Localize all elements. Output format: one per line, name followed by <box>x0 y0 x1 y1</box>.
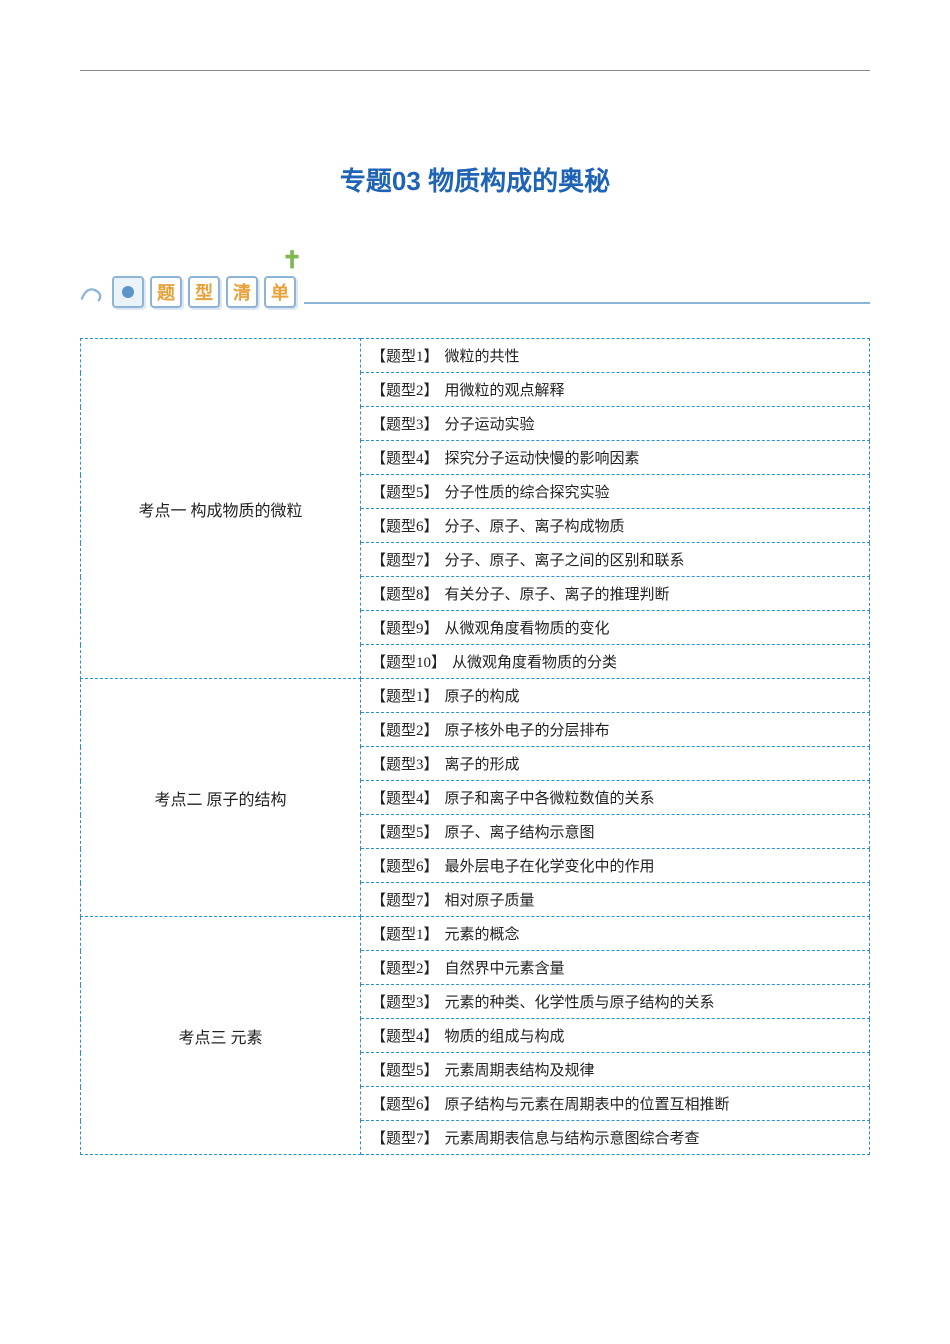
item-label: 【题型1】 <box>371 349 439 365</box>
item-text: 离子的形成 <box>445 757 520 773</box>
item-text: 元素的种类、化学性质与原子结构的关系 <box>445 995 715 1011</box>
item-label: 【题型6】 <box>371 519 439 535</box>
item-text: 分子运动实验 <box>445 417 535 433</box>
item-label: 【题型2】 <box>371 383 439 399</box>
item-text: 元素的概念 <box>445 927 520 943</box>
item-label: 【题型3】 <box>371 757 439 773</box>
item-text: 相对原子质量 <box>445 893 535 909</box>
item-cell: 【题型5】原子、离子结构示意图 <box>361 815 870 849</box>
item-cell: 【题型1】微粒的共性 <box>361 339 870 373</box>
item-label: 【题型5】 <box>371 1063 439 1079</box>
item-text: 从微观角度看物质的变化 <box>445 621 610 637</box>
item-cell: 【题型2】原子核外电子的分层排布 <box>361 713 870 747</box>
item-text: 探究分子运动快慢的影响因素 <box>445 451 640 467</box>
page-container: 专题03 物质构成的奥秘 题 型 清 单 ✝ 考点一 构成物质的微粒 【题型1】… <box>0 0 950 1195</box>
item-label: 【题型7】 <box>371 553 439 569</box>
outline-table: 考点一 构成物质的微粒 【题型1】微粒的共性 【题型2】用微粒的观点解释 【题型… <box>80 338 870 1155</box>
header-box-icon <box>112 276 144 308</box>
item-label: 【题型9】 <box>371 621 439 637</box>
item-cell: 【题型4】探究分子运动快慢的影响因素 <box>361 441 870 475</box>
box-char-4: 单 <box>271 279 289 305</box>
item-cell: 【题型3】元素的种类、化学性质与原子结构的关系 <box>361 985 870 1019</box>
item-label: 【题型1】 <box>371 689 439 705</box>
header-underline <box>304 302 870 304</box>
item-label: 【题型10】 <box>371 655 446 671</box>
item-label: 【题型6】 <box>371 1097 439 1113</box>
item-text: 原子和离子中各微粒数值的关系 <box>445 791 655 807</box>
item-cell: 【题型3】分子运动实验 <box>361 407 870 441</box>
item-cell: 【题型5】元素周期表结构及规律 <box>361 1053 870 1087</box>
item-text: 自然界中元素含量 <box>445 961 565 977</box>
item-cell: 【题型7】元素周期表信息与结构示意图综合考查 <box>361 1121 870 1155</box>
dot-icon <box>122 286 134 298</box>
item-label: 【题型3】 <box>371 417 439 433</box>
item-cell: 【题型6】分子、原子、离子构成物质 <box>361 509 870 543</box>
item-label: 【题型2】 <box>371 723 439 739</box>
item-text: 有关分子、原子、离子的推理判断 <box>445 587 670 603</box>
box-char-2: 型 <box>195 279 213 305</box>
item-text: 原子结构与元素在周期表中的位置互相推断 <box>445 1097 730 1113</box>
item-text: 原子、离子结构示意图 <box>445 825 595 841</box>
top-rule <box>80 70 870 71</box>
outline-table-body: 考点一 构成物质的微粒 【题型1】微粒的共性 【题型2】用微粒的观点解释 【题型… <box>81 339 870 1155</box>
item-cell: 【题型4】原子和离子中各微粒数值的关系 <box>361 781 870 815</box>
item-text: 物质的组成与构成 <box>445 1029 565 1045</box>
box-char-3: 清 <box>233 279 251 305</box>
item-label: 【题型4】 <box>371 451 439 467</box>
item-text: 原子核外电子的分层排布 <box>445 723 610 739</box>
table-row: 考点二 原子的结构 【题型1】原子的构成 <box>81 679 870 713</box>
item-label: 【题型2】 <box>371 961 439 977</box>
box-char-1: 题 <box>157 279 175 305</box>
item-text: 从微观角度看物质的分类 <box>452 655 617 671</box>
item-cell: 【题型9】从微观角度看物质的变化 <box>361 611 870 645</box>
item-label: 【题型6】 <box>371 859 439 875</box>
item-text: 分子、原子、离子构成物质 <box>445 519 625 535</box>
header-boxes: 题 型 清 单 <box>112 276 296 308</box>
table-row: 考点三 元素 【题型1】元素的概念 <box>81 917 870 951</box>
item-label: 【题型7】 <box>371 1131 439 1147</box>
header-box-1: 题 <box>150 276 182 308</box>
item-text: 元素周期表信息与结构示意图综合考查 <box>445 1131 700 1147</box>
header-box-3: 清 <box>226 276 258 308</box>
item-text: 分子性质的综合探究实验 <box>445 485 610 501</box>
item-cell: 【题型1】原子的构成 <box>361 679 870 713</box>
item-cell: 【题型10】从微观角度看物质的分类 <box>361 645 870 679</box>
item-label: 【题型7】 <box>371 893 439 909</box>
item-text: 用微粒的观点解释 <box>445 383 565 399</box>
item-label: 【题型8】 <box>371 587 439 603</box>
topic-cell-2: 考点二 原子的结构 <box>81 679 361 917</box>
item-cell: 【题型7】相对原子质量 <box>361 883 870 917</box>
item-text: 分子、原子、离子之间的区别和联系 <box>445 553 685 569</box>
swirl-icon <box>80 278 108 306</box>
topic-cell-3: 考点三 元素 <box>81 917 361 1155</box>
item-text: 最外层电子在化学变化中的作用 <box>445 859 655 875</box>
header-box-2: 型 <box>188 276 220 308</box>
item-cell: 【题型7】分子、原子、离子之间的区别和联系 <box>361 543 870 577</box>
item-cell: 【题型6】最外层电子在化学变化中的作用 <box>361 849 870 883</box>
item-cell: 【题型3】离子的形成 <box>361 747 870 781</box>
item-cell: 【题型4】物质的组成与构成 <box>361 1019 870 1053</box>
item-cell: 【题型2】自然界中元素含量 <box>361 951 870 985</box>
item-cell: 【题型2】用微粒的观点解释 <box>361 373 870 407</box>
item-cell: 【题型8】有关分子、原子、离子的推理判断 <box>361 577 870 611</box>
item-label: 【题型4】 <box>371 1029 439 1045</box>
item-cell: 【题型1】元素的概念 <box>361 917 870 951</box>
item-label: 【题型5】 <box>371 485 439 501</box>
document-title: 专题03 物质构成的奥秘 <box>80 161 870 198</box>
item-cell: 【题型6】原子结构与元素在周期表中的位置互相推断 <box>361 1087 870 1121</box>
item-text: 原子的构成 <box>445 689 520 705</box>
item-label: 【题型4】 <box>371 791 439 807</box>
item-label: 【题型3】 <box>371 995 439 1011</box>
item-cell: 【题型5】分子性质的综合探究实验 <box>361 475 870 509</box>
item-text: 元素周期表结构及规律 <box>445 1063 595 1079</box>
section-header: 题 型 清 单 ✝ <box>80 258 870 308</box>
cross-icon: ✝ <box>282 246 302 275</box>
item-label: 【题型1】 <box>371 927 439 943</box>
item-text: 微粒的共性 <box>445 349 520 365</box>
item-label: 【题型5】 <box>371 825 439 841</box>
topic-cell-1: 考点一 构成物质的微粒 <box>81 339 361 679</box>
table-row: 考点一 构成物质的微粒 【题型1】微粒的共性 <box>81 339 870 373</box>
header-box-4: 单 <box>264 276 296 308</box>
